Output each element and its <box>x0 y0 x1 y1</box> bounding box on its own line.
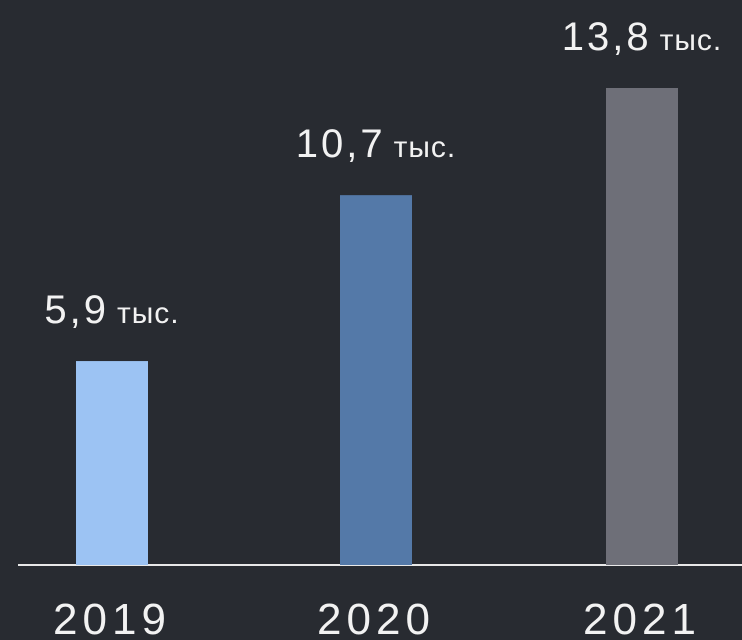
bar-2019 <box>76 361 148 565</box>
value-number: 5,9 <box>44 288 109 332</box>
value-label-2021: 13,8 тыс. <box>562 15 723 59</box>
bar-2021 <box>606 88 678 565</box>
value-unit: тыс. <box>394 131 457 164</box>
value-label-2020: 10,7 тыс. <box>296 122 457 166</box>
bar-2020 <box>340 195 412 565</box>
category-label-2019: 2019 <box>53 595 171 640</box>
value-number: 10,7 <box>296 122 386 166</box>
value-label-2019: 5,9 тыс. <box>44 288 179 332</box>
category-label-2020: 2020 <box>317 595 435 640</box>
category-label-2021: 2021 <box>583 595 701 640</box>
value-unit: тыс. <box>117 297 180 330</box>
value-number: 13,8 <box>562 15 652 59</box>
category-labels-group: 2019 2020 2021 <box>53 595 701 640</box>
value-unit: тыс. <box>660 24 723 57</box>
